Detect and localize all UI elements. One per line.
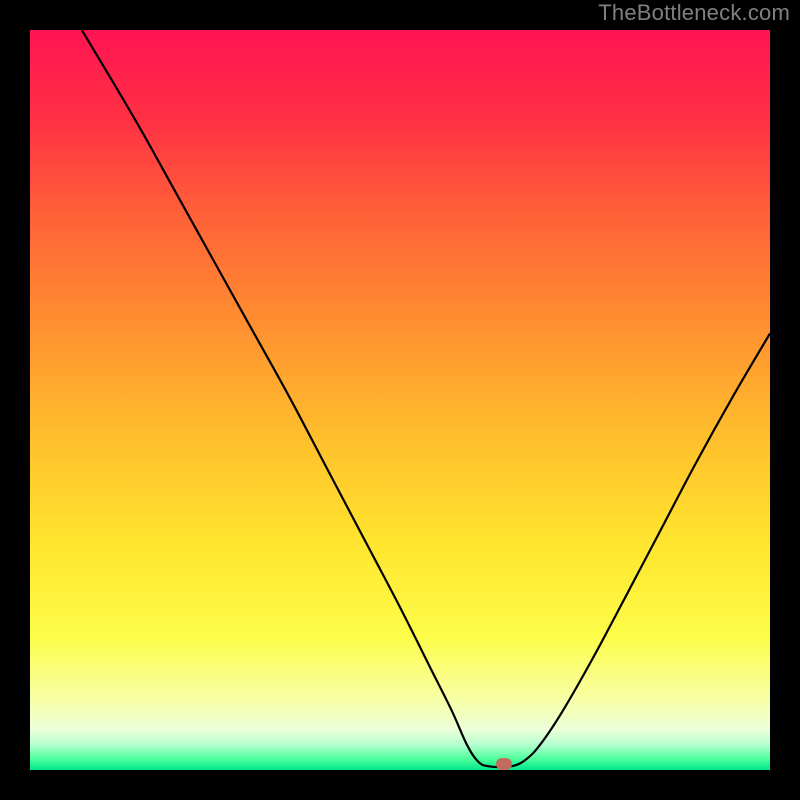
watermark-text: TheBottleneck.com xyxy=(598,0,790,26)
chart-frame: TheBottleneck.com xyxy=(0,0,800,800)
plot-area xyxy=(30,30,770,770)
bottleneck-curve xyxy=(30,30,770,770)
optimal-point-marker xyxy=(496,758,512,770)
